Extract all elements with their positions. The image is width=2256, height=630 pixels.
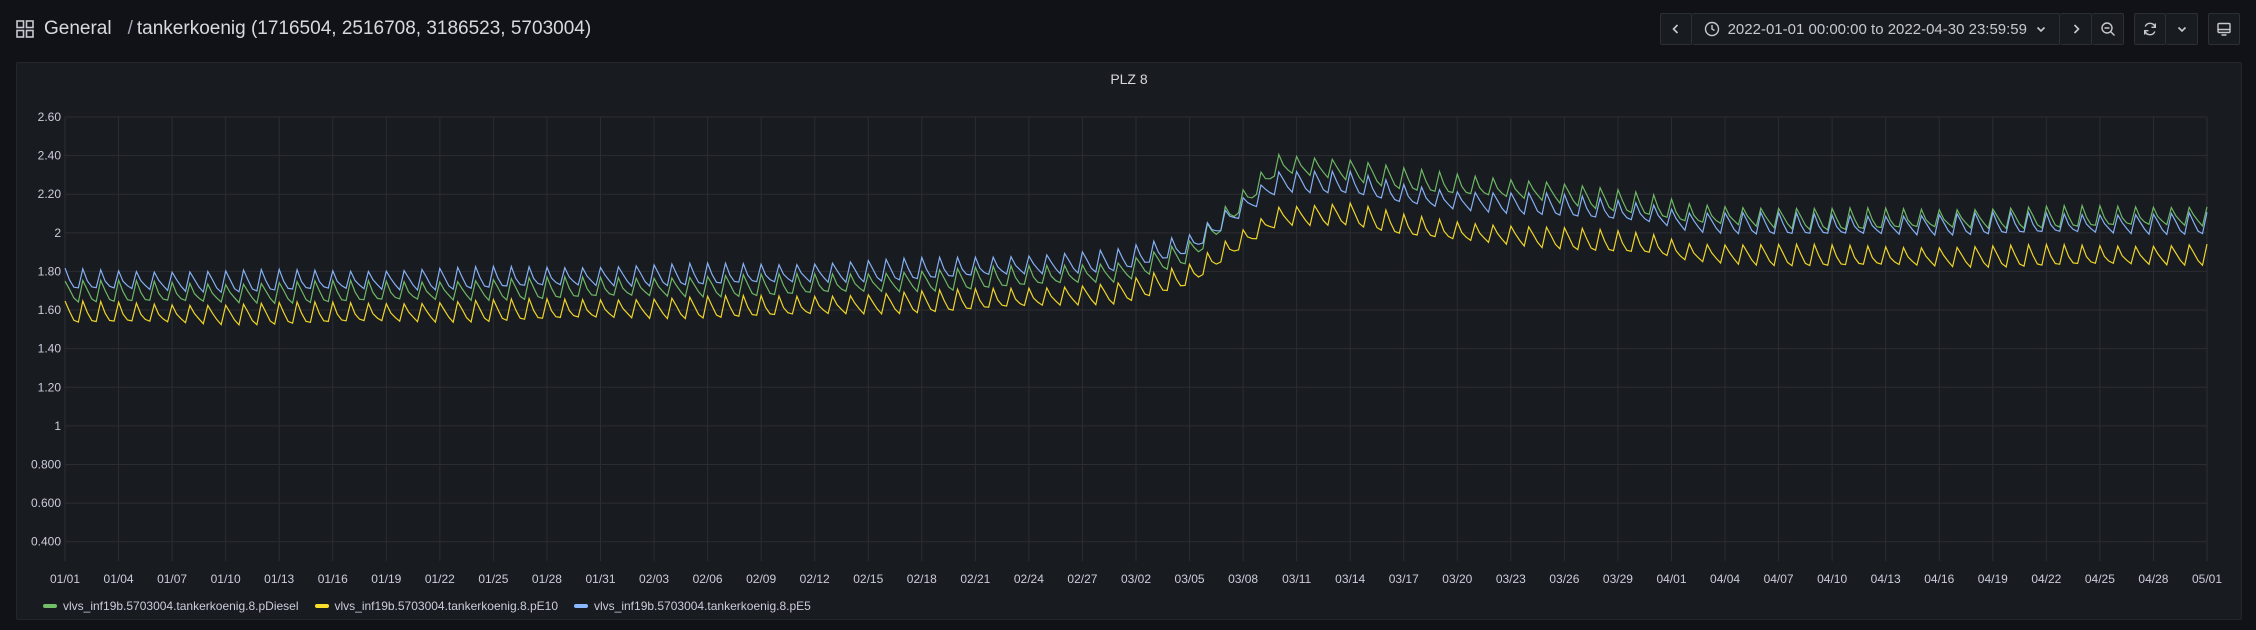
x-tick-label: 03/26 xyxy=(1549,572,1579,586)
zoom-out-button[interactable] xyxy=(2092,13,2124,45)
y-tick-label: 0.400 xyxy=(31,535,61,549)
series-line xyxy=(64,152,2208,305)
x-tick-label: 02/24 xyxy=(1014,572,1044,586)
time-range-label: 2022-01-01 00:00:00 to 2022-04-30 23:59:… xyxy=(1727,20,2027,38)
x-tick-label: 01/25 xyxy=(478,572,508,586)
clock-icon xyxy=(1704,21,1719,37)
legend-swatch xyxy=(43,604,57,608)
legend-item[interactable]: vlvs_inf19b.5703004.tankerkoenig.8.pE5 xyxy=(574,599,811,613)
chevron-right-icon xyxy=(2073,24,2080,34)
legend-item[interactable]: vlvs_inf19b.5703004.tankerkoenig.8.pE10 xyxy=(314,599,559,613)
legend-swatch xyxy=(314,604,329,608)
x-tick-label: 04/13 xyxy=(1871,572,1901,586)
chart-legend: vlvs_inf19b.5703004.tankerkoenig.8.pDies… xyxy=(43,599,811,613)
tv-icon xyxy=(2217,22,2231,36)
legend-item[interactable]: vlvs_inf19b.5703004.tankerkoenig.8.pDies… xyxy=(43,599,299,613)
x-tick-label: 03/29 xyxy=(1603,572,1633,586)
x-tick-label: 01/19 xyxy=(371,572,401,586)
x-tick-label: 03/23 xyxy=(1496,572,1526,586)
x-tick-label: 01/07 xyxy=(157,572,187,586)
x-tick-label: 04/10 xyxy=(1817,572,1847,586)
time-picker-group: 2022-01-01 00:00:00 to 2022-04-30 23:59:… xyxy=(1659,13,2124,45)
x-tick-label: 01/22 xyxy=(425,572,455,586)
y-tick-label: 2.60 xyxy=(38,110,62,124)
time-series-chart[interactable]: 2.60 2.40 2.20 2 1.80 1.60 1.40 1.20 1 0.800 0.600… xyxy=(17,63,2241,619)
x-tick-label: 04/04 xyxy=(1710,572,1740,586)
dashboards-grid-icon[interactable] xyxy=(16,20,34,38)
x-tick-label: 04/28 xyxy=(2138,572,2168,586)
y-tick-label: 0.800 xyxy=(31,457,61,471)
x-tick-label: 02/21 xyxy=(960,572,990,586)
y-tick-label: 1.60 xyxy=(38,303,62,317)
x-tick-label: 03/02 xyxy=(1121,572,1151,586)
x-tick-label: 03/11 xyxy=(1282,572,1311,586)
x-tick-label: 04/22 xyxy=(2031,572,2061,586)
dashboard-controls: 2022-01-01 00:00:00 to 2022-04-30 23:59:… xyxy=(1659,13,2240,45)
y-tick-label: 2.20 xyxy=(38,187,62,201)
x-tick-label: 04/01 xyxy=(1656,572,1686,586)
x-tick-label: 02/27 xyxy=(1067,572,1097,586)
x-tick-label: 03/14 xyxy=(1335,572,1365,586)
refresh-button[interactable] xyxy=(2134,13,2166,45)
series-line xyxy=(64,169,2208,294)
x-tick-label: 02/15 xyxy=(853,572,883,586)
zoom-out-icon xyxy=(2100,22,2115,36)
x-tick-label: 05/01 xyxy=(2192,572,2222,586)
refresh-group xyxy=(2134,13,2198,45)
x-tick-label: 01/01 xyxy=(50,572,80,586)
panel-title[interactable]: PLZ 8 xyxy=(1110,71,1148,87)
x-tick-label: 02/06 xyxy=(693,572,723,586)
x-tick-label: 01/16 xyxy=(318,572,348,586)
y-tick-label: 1 xyxy=(54,419,61,433)
series-line xyxy=(64,201,2208,327)
x-tick-label: 04/25 xyxy=(2085,572,2115,586)
x-tick-label: 01/28 xyxy=(532,572,562,586)
x-tick-label: 03/08 xyxy=(1228,572,1258,586)
x-tick-label: 02/09 xyxy=(746,572,776,586)
y-tick-label: 2.40 xyxy=(38,149,62,163)
chevron-left-icon xyxy=(1671,24,1678,34)
breadcrumb-separator: / xyxy=(127,18,133,39)
x-tick-label: 02/12 xyxy=(800,572,830,586)
y-tick-label: 1.40 xyxy=(38,342,62,356)
folder-link[interactable]: General xyxy=(44,18,112,39)
chevron-down-icon xyxy=(2036,26,2046,33)
x-tick-label: 02/03 xyxy=(639,572,669,586)
chevron-down-icon xyxy=(2177,26,2186,33)
y-tick-label: 2 xyxy=(54,226,61,240)
graph-panel: PLZ 8 2.60 2.40 2.20 2 1.80 1.60 1.40 1.20 1 0.80… xyxy=(16,62,2242,620)
x-tick-label: 04/07 xyxy=(1764,572,1794,586)
x-tick-label: 03/17 xyxy=(1389,572,1419,586)
breadcrumb: General / tankerkoenig (1716504, 2516708… xyxy=(16,16,591,42)
y-tick-label: 0.600 xyxy=(31,496,61,510)
x-tick-label: 01/04 xyxy=(104,572,134,586)
legend-swatch xyxy=(574,604,588,608)
x-tick-label: 04/19 xyxy=(1978,572,2008,586)
x-tick-label: 03/20 xyxy=(1442,572,1472,586)
x-tick-label: 03/05 xyxy=(1175,572,1205,586)
x-tick-label: 01/31 xyxy=(585,572,615,586)
time-shift-forward-button[interactable] xyxy=(2060,13,2092,45)
refresh-icon xyxy=(2144,22,2156,36)
x-tick-label: 01/10 xyxy=(211,572,241,586)
time-shift-back-button[interactable] xyxy=(1659,13,1692,45)
x-tick-label: 01/13 xyxy=(264,572,294,586)
legend-label: vlvs_inf19b.5703004.tankerkoenig.8.pE5 xyxy=(594,599,811,613)
y-tick-label: 1.80 xyxy=(38,264,62,278)
x-tick-label: 02/18 xyxy=(907,572,937,586)
dashboard-title[interactable]: tankerkoenig (1716504, 2516708, 3186523,… xyxy=(136,18,592,39)
x-tick-label: 04/16 xyxy=(1924,572,1954,586)
legend-label: vlvs_inf19b.5703004.tankerkoenig.8.pE10 xyxy=(334,599,559,613)
time-range-picker[interactable]: 2022-01-01 00:00:00 to 2022-04-30 23:59:… xyxy=(1691,13,2060,45)
view-mode-button[interactable] xyxy=(2208,13,2240,45)
legend-label: vlvs_inf19b.5703004.tankerkoenig.8.pDies… xyxy=(63,599,299,613)
y-tick-label: 1.20 xyxy=(38,380,62,394)
refresh-interval-button[interactable] xyxy=(2166,13,2198,45)
top-bar: General / tankerkoenig (1716504, 2516708… xyxy=(0,0,2256,58)
